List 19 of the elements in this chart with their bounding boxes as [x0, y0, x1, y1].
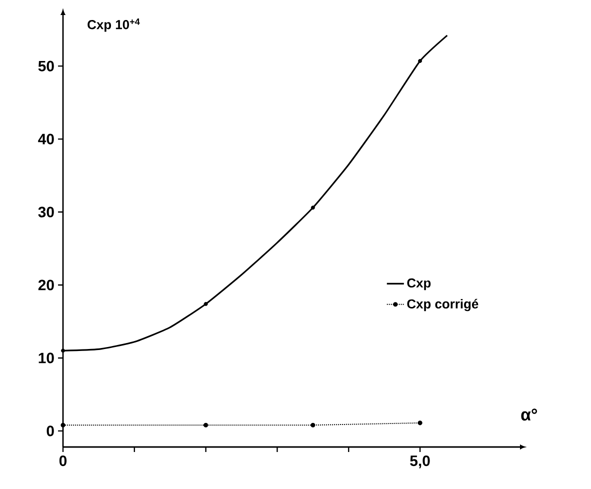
y-tick-label: 30	[38, 206, 54, 218]
legend-label: Cxp	[407, 278, 431, 290]
y-tick-label: 50	[38, 60, 54, 72]
y-axis-title: Cxp 10$^{+4}$	[88, 18, 140, 32]
point	[418, 58, 422, 63]
point	[204, 422, 208, 428]
point	[204, 302, 208, 306]
y-tick-label: 0	[46, 426, 54, 436]
x-tick-label: 5,0	[410, 456, 430, 468]
y-tick-label: 10	[38, 352, 54, 364]
point	[418, 420, 422, 426]
point	[60, 422, 66, 428]
y-tick-label: 20	[38, 280, 54, 290]
point	[61, 348, 65, 353]
y-tick-label: 40	[38, 134, 54, 144]
point	[310, 206, 315, 210]
legend-label: Cxp corrigé	[407, 298, 478, 312]
point	[310, 422, 316, 428]
x-axis-title: α°	[521, 408, 538, 421]
